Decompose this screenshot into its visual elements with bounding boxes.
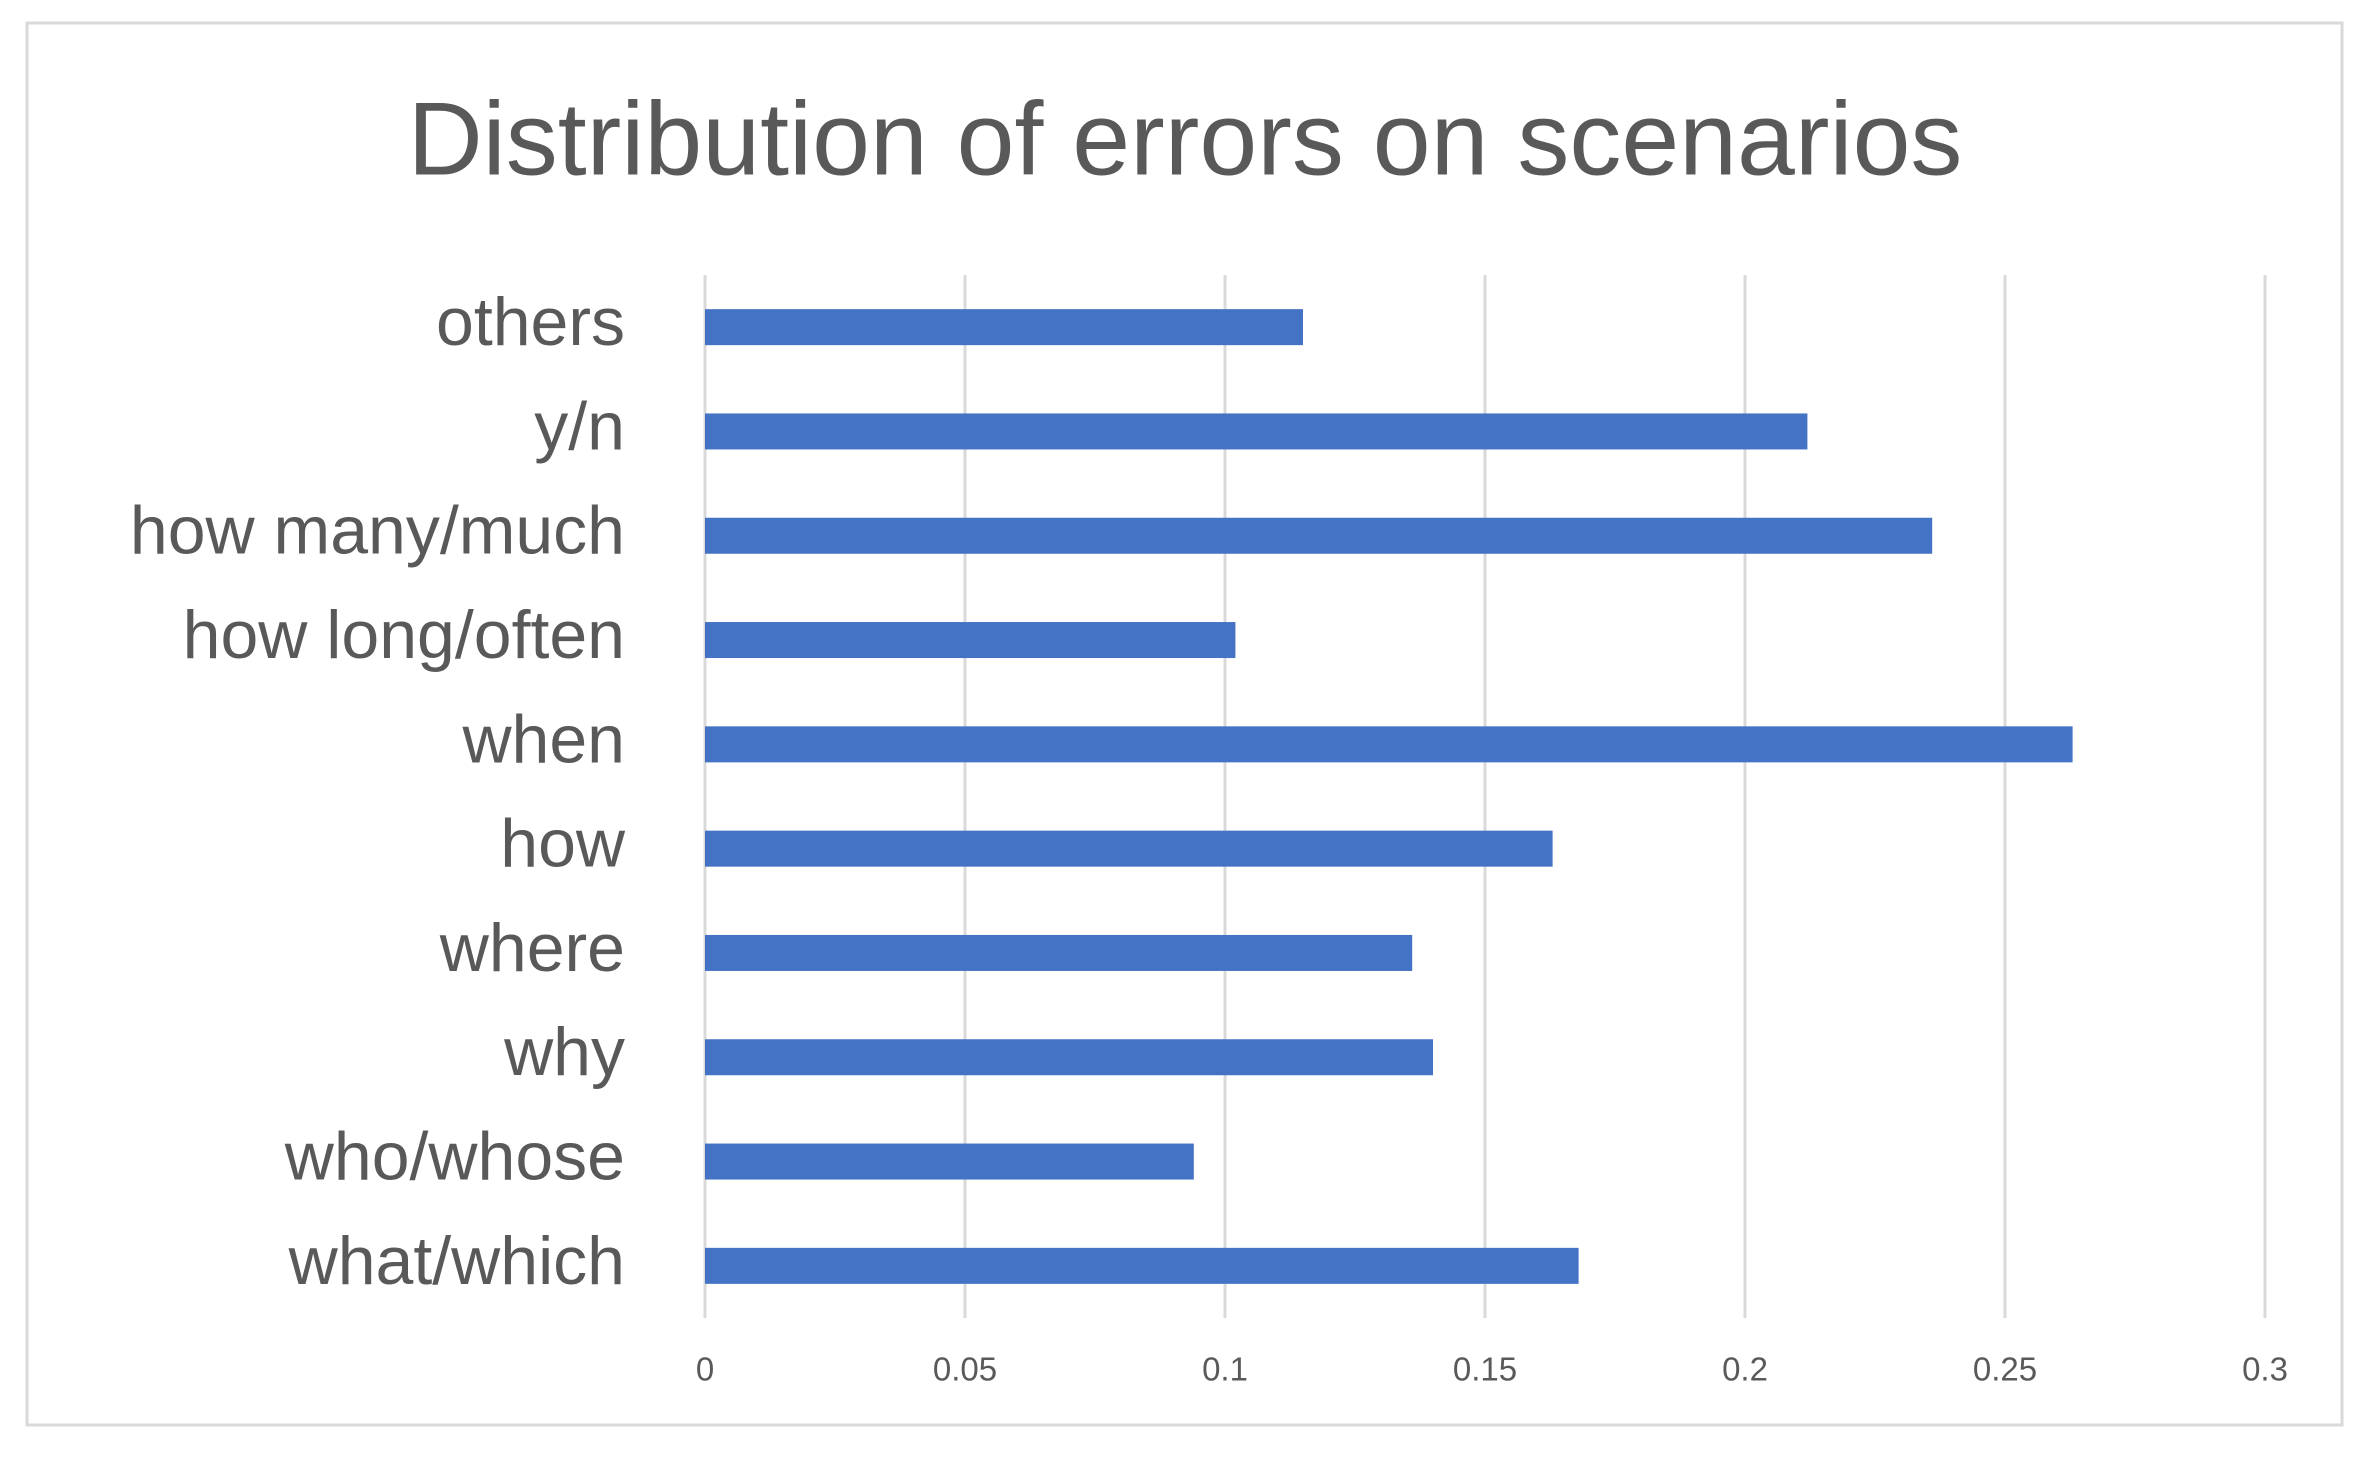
y-tick-label: y/n	[534, 388, 625, 464]
bar	[705, 309, 1303, 346]
bar	[705, 726, 2073, 763]
bar	[705, 517, 1933, 554]
bar	[705, 1143, 1194, 1180]
x-tick-label: 0.2	[1722, 1351, 1768, 1388]
y-tick-label: who/whose	[284, 1119, 625, 1195]
y-tick-label: when	[461, 701, 625, 777]
x-tick-label: 0.1	[1202, 1351, 1248, 1388]
y-tick-label: what/which	[288, 1223, 625, 1299]
y-tick-label: why	[503, 1014, 625, 1090]
bar	[705, 1247, 1579, 1284]
bar	[705, 413, 1808, 450]
bar	[705, 1039, 1433, 1076]
x-tick-label: 0.3	[2242, 1351, 2288, 1388]
x-tick-label: 0	[696, 1351, 714, 1388]
y-tick-label: where	[439, 910, 625, 986]
chart-title: Distribution of errors on scenarios	[408, 81, 1963, 197]
x-tick-label: 0.25	[1973, 1351, 2037, 1388]
x-tick-label: 0.05	[933, 1351, 997, 1388]
bar	[705, 830, 1553, 867]
y-tick-label: how long/often	[183, 597, 625, 673]
bar	[705, 934, 1413, 971]
bar	[705, 622, 1236, 659]
y-tick-label: others	[436, 284, 625, 360]
y-tick-label: how	[500, 806, 626, 882]
y-tick-label: how many/much	[130, 493, 625, 569]
chart-frame	[25, 21, 2344, 1427]
x-tick-label: 0.15	[1453, 1351, 1517, 1388]
